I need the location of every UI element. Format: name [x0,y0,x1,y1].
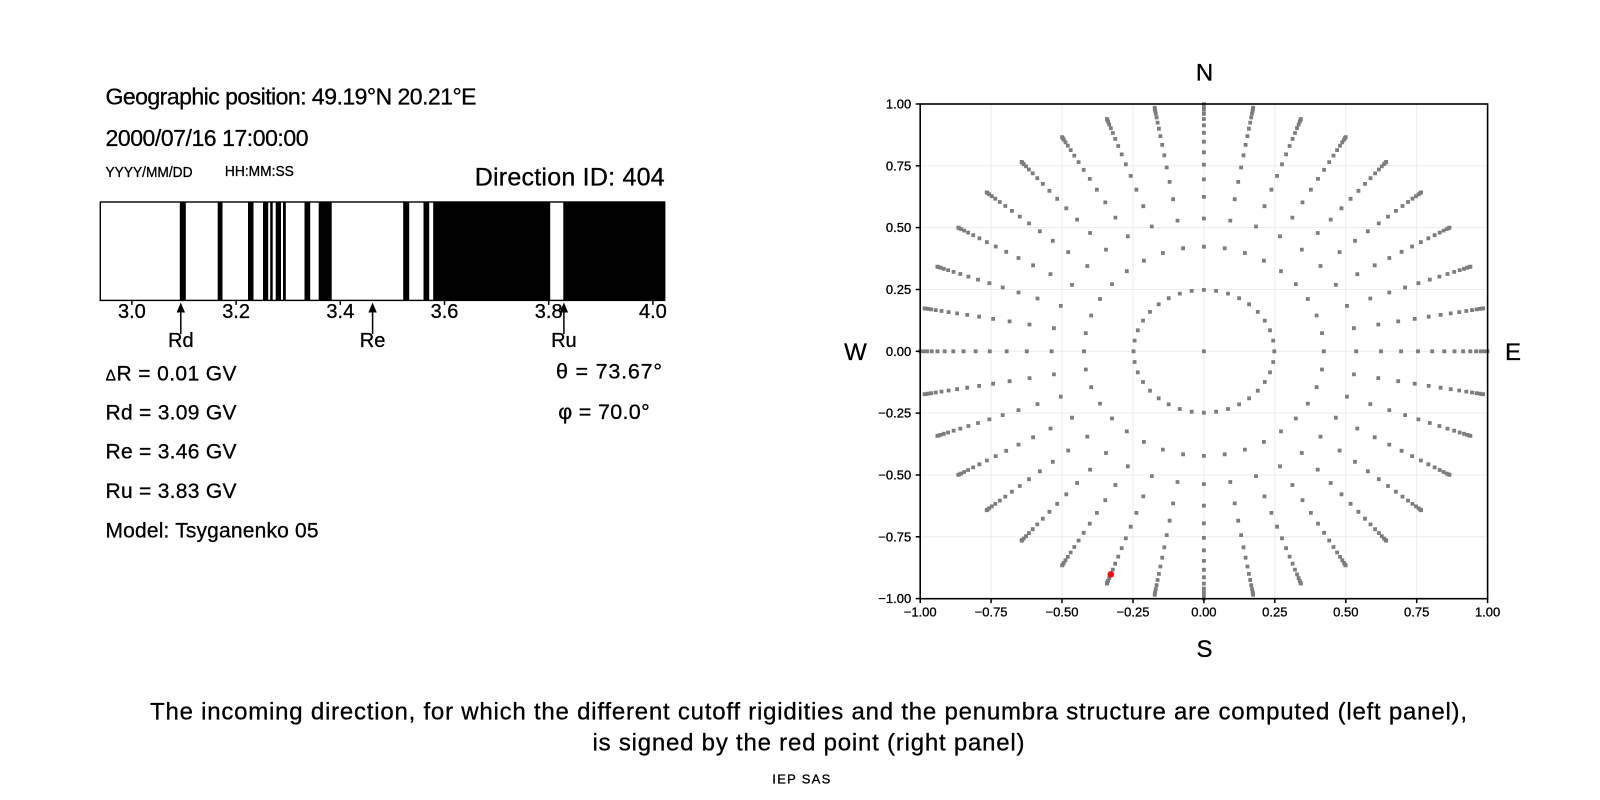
svg-text:Model: Tsyganenko 05: Model: Tsyganenko 05 [106,520,319,543]
svg-text:−0.25: −0.25 [1117,605,1150,620]
svg-text:0.00: 0.00 [1191,605,1216,620]
svg-text:−1.00: −1.00 [878,591,911,606]
svg-text:3.4: 3.4 [326,301,354,323]
svg-text:Rd = 3.09 GV: Rd = 3.09 GV [106,401,237,424]
svg-text:R = 0.01 GV: R = 0.01 GV [117,362,237,385]
svg-text:4.0: 4.0 [639,301,667,323]
svg-text:0.50: 0.50 [886,220,911,235]
svg-text:2000/07/16 17:00:00: 2000/07/16 17:00:00 [106,125,309,151]
svg-text:Direction ID: 404: Direction ID: 404 [475,164,665,192]
svg-text:φ = 70.0°: φ = 70.0° [558,400,650,424]
svg-text:∆: ∆ [106,367,116,384]
svg-text:0.25: 0.25 [886,282,911,297]
svg-text:−0.75: −0.75 [878,529,911,544]
svg-text:−0.25: −0.25 [878,406,911,421]
svg-text:Re: Re [360,330,386,352]
svg-text:3.8: 3.8 [535,301,563,323]
svg-text:HH:MM:SS: HH:MM:SS [225,164,294,180]
svg-text:Ru: Ru [551,330,577,352]
svg-text:S: S [1196,636,1212,663]
svg-text:YYYY/MM/DD: YYYY/MM/DD [106,165,193,181]
svg-text:0.00: 0.00 [886,344,911,359]
svg-text:Ru = 3.83 GV: Ru = 3.83 GV [106,480,237,503]
svg-text:0.25: 0.25 [1262,605,1287,620]
svg-text:−0.50: −0.50 [1046,605,1079,620]
svg-text:3.0: 3.0 [118,301,146,323]
svg-text:0.50: 0.50 [1333,605,1358,620]
svg-text:E: E [1505,339,1521,366]
svg-text:3.2: 3.2 [222,301,250,323]
svg-text:IEP SAS: IEP SAS [772,772,830,787]
svg-text:The incoming direction, for wh: The incoming direction, for which the di… [150,699,1467,726]
svg-text:1.00: 1.00 [886,97,911,112]
svg-text:1.00: 1.00 [1475,605,1500,620]
svg-text:−0.75: −0.75 [975,605,1008,620]
svg-text:−1.00: −1.00 [904,605,937,620]
svg-text:Geographic position: 49.19°N 2: Geographic position: 49.19°N 20.21°E [106,84,477,110]
svg-text:Rd: Rd [168,330,194,352]
svg-text:−0.50: −0.50 [878,468,911,483]
svg-text:Re = 3.46 GV: Re = 3.46 GV [106,441,237,464]
svg-text:0.75: 0.75 [1404,605,1429,620]
svg-text:0.75: 0.75 [886,158,911,173]
svg-text:W: W [844,339,867,366]
svg-text:N: N [1196,59,1213,86]
svg-text:θ = 73.67°: θ = 73.67° [556,360,662,384]
svg-text:is signed by the red point (ri: is signed by the red point (right panel) [593,730,1025,757]
svg-text:3.6: 3.6 [431,301,459,323]
